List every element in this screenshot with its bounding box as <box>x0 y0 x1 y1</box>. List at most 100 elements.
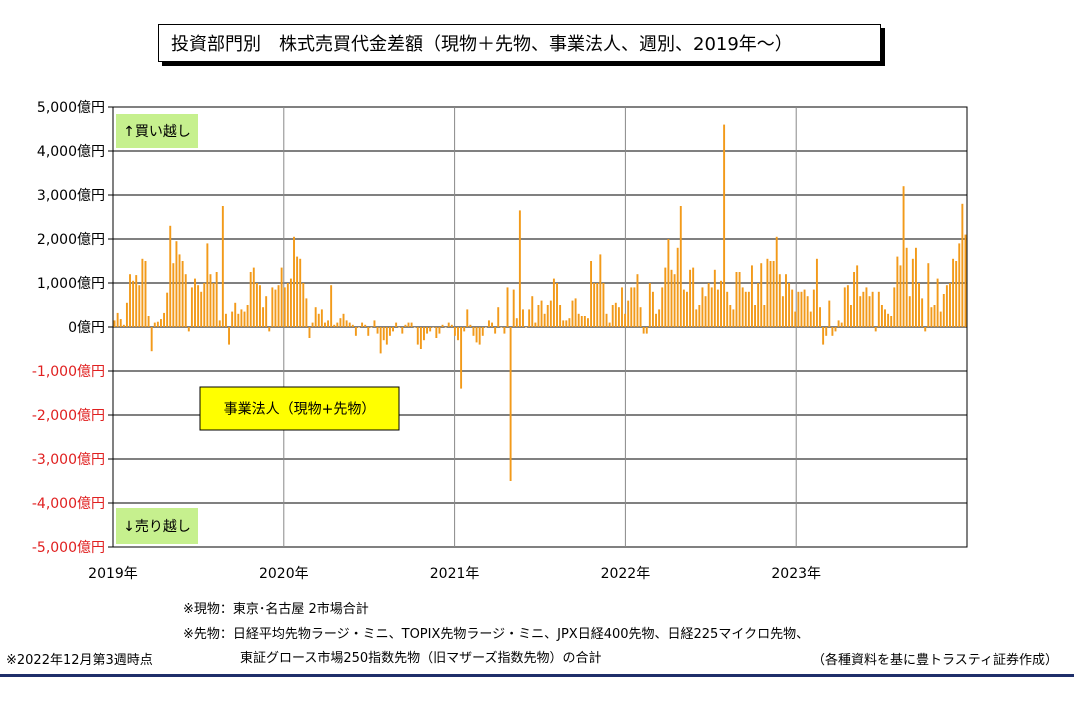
bar <box>661 287 664 327</box>
x-tick-label: 2021年 <box>430 566 480 582</box>
bar <box>825 327 828 336</box>
bar <box>911 258 914 327</box>
bar <box>785 274 787 327</box>
bar <box>141 258 144 327</box>
bar <box>933 305 936 327</box>
bar <box>460 327 463 389</box>
y-tick-label: -1,000億円 <box>32 364 105 380</box>
x-tick-label: 2020年 <box>259 566 309 582</box>
bar <box>122 324 125 327</box>
bar <box>224 313 227 327</box>
bar <box>255 283 258 327</box>
chart-title: 投資部門別 株式売買代金差額（現物＋先物、事業法人、週別、2019年～） <box>158 24 881 62</box>
bar <box>859 296 862 327</box>
bar <box>271 287 274 327</box>
bar <box>367 327 370 336</box>
bar <box>599 254 602 327</box>
bar <box>750 265 753 327</box>
y-tick-label: 0億円 <box>68 320 105 336</box>
bar <box>150 327 153 352</box>
bar <box>515 318 518 327</box>
bar <box>228 327 230 345</box>
bar <box>797 291 800 327</box>
bar <box>153 322 156 327</box>
bar <box>274 289 277 327</box>
bar <box>215 272 218 327</box>
bar <box>593 283 596 327</box>
bar <box>280 267 283 327</box>
bar <box>887 313 890 327</box>
buy-label-text: ↑買い越し <box>123 124 191 140</box>
bar <box>252 267 255 327</box>
bar <box>695 309 698 327</box>
bar <box>865 287 868 327</box>
bar <box>438 327 441 334</box>
bar <box>927 263 930 327</box>
bar <box>351 324 354 327</box>
bar <box>590 261 593 327</box>
bar <box>621 287 623 327</box>
x-tick-label: 2019年 <box>88 566 138 582</box>
bar <box>639 307 642 327</box>
bar <box>339 318 342 327</box>
bar <box>531 296 534 327</box>
bar <box>936 278 939 327</box>
bar <box>902 186 905 327</box>
bar <box>376 327 379 334</box>
series-legend-text: 事業法人（現物+先物） <box>224 402 376 418</box>
bar <box>240 309 243 327</box>
bar <box>877 291 880 327</box>
bar <box>701 287 704 327</box>
bar <box>812 289 815 327</box>
bar <box>583 316 586 327</box>
bar <box>385 327 388 345</box>
bar <box>175 241 178 327</box>
bar <box>509 327 512 481</box>
note-spot: ※現物：東京･名古屋 2市場合計 <box>183 602 369 617</box>
bar <box>416 327 419 345</box>
bar <box>596 283 599 327</box>
y-tick-label: 4,000億円 <box>37 144 105 160</box>
bar <box>361 322 364 327</box>
bar <box>259 285 261 327</box>
bar <box>791 289 794 327</box>
bar <box>961 203 964 327</box>
y-tick-label: 5,000億円 <box>37 100 105 116</box>
bar <box>243 311 246 327</box>
bar <box>265 296 268 327</box>
bar <box>475 327 478 343</box>
bar <box>172 263 175 327</box>
bar <box>262 307 265 327</box>
bar <box>822 327 825 345</box>
bar <box>815 258 818 327</box>
bar <box>512 289 515 327</box>
bar <box>200 291 203 327</box>
bar <box>435 327 438 338</box>
bar <box>905 247 908 327</box>
bar <box>404 324 407 327</box>
bar <box>317 313 320 327</box>
bar <box>450 324 453 327</box>
bar <box>156 321 159 327</box>
bar <box>286 283 289 327</box>
bar <box>212 283 215 327</box>
bar <box>323 322 326 327</box>
bar <box>735 272 738 327</box>
bar <box>955 261 958 327</box>
bar <box>778 274 781 327</box>
bar <box>828 300 831 327</box>
y-tick-label: -2,000億円 <box>32 408 105 424</box>
bar <box>726 291 729 327</box>
y-tick-label: -5,000億円 <box>32 540 105 556</box>
bar <box>945 285 948 327</box>
bar <box>481 327 484 336</box>
bar <box>698 305 701 327</box>
bar <box>348 322 351 327</box>
bar <box>713 269 716 327</box>
chart-title-text: 投資部門別 株式売買代金差額（現物＋先物、事業法人、週別、2019年～） <box>171 34 793 55</box>
bar <box>692 267 695 327</box>
bar <box>283 287 286 327</box>
bar <box>732 309 735 327</box>
bar <box>426 327 429 334</box>
bar <box>478 327 481 345</box>
